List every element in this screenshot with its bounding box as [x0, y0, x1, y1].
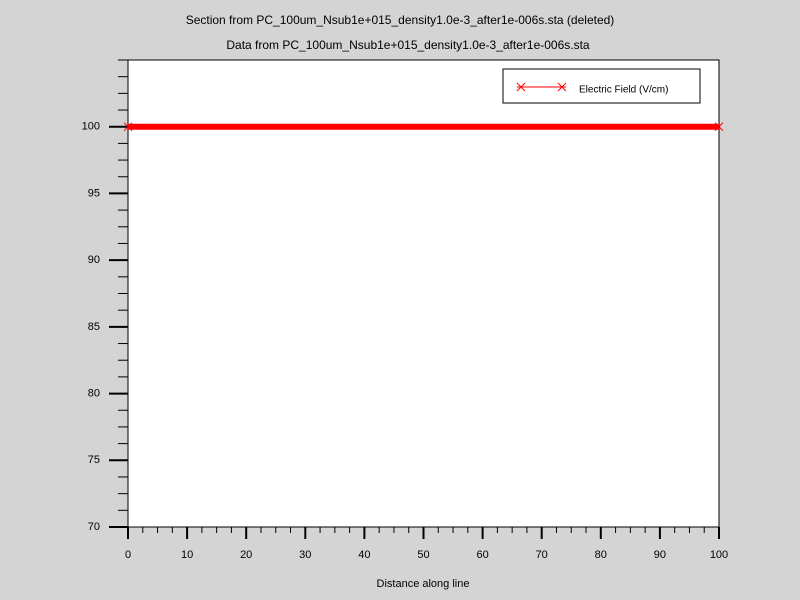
chart-title: Section from PC_100um_Nsub1e+015_density…: [186, 13, 615, 27]
x-tick-label: 10: [181, 549, 193, 561]
legend-marker: [516, 82, 526, 92]
point-marker: [714, 122, 724, 132]
x-tick-label: 60: [476, 549, 488, 561]
y-tick-label: 100: [82, 121, 100, 133]
x-tick-label: 30: [299, 549, 311, 561]
x-tick-label: 90: [654, 549, 666, 561]
x-tick-label: 70: [536, 549, 548, 561]
x-tick-label: 20: [240, 549, 252, 561]
legend-marker: [557, 82, 567, 92]
y-tick-label: 85: [88, 321, 100, 333]
x-tick-label: 80: [595, 549, 607, 561]
chart-subtitle: Data from PC_100um_Nsub1e+015_density1.0…: [226, 38, 590, 52]
x-tick-label: 100: [710, 549, 728, 561]
y-tick-label: 70: [88, 521, 100, 533]
x-axis-label: Distance along line: [377, 578, 470, 590]
y-tick-label: 95: [88, 187, 100, 199]
x-tick-label: 0: [125, 549, 131, 561]
y-tick-label: 75: [88, 454, 100, 466]
x-tick-label: 50: [417, 549, 429, 561]
point-marker: [123, 122, 133, 132]
plot-area: [127, 59, 720, 528]
y-tick-label: 90: [88, 254, 100, 266]
legend-box: [502, 68, 701, 104]
legend-label: Electric Field (V/cm): [579, 85, 668, 96]
y-tick-label: 80: [88, 387, 100, 399]
x-tick-label: 40: [358, 549, 370, 561]
